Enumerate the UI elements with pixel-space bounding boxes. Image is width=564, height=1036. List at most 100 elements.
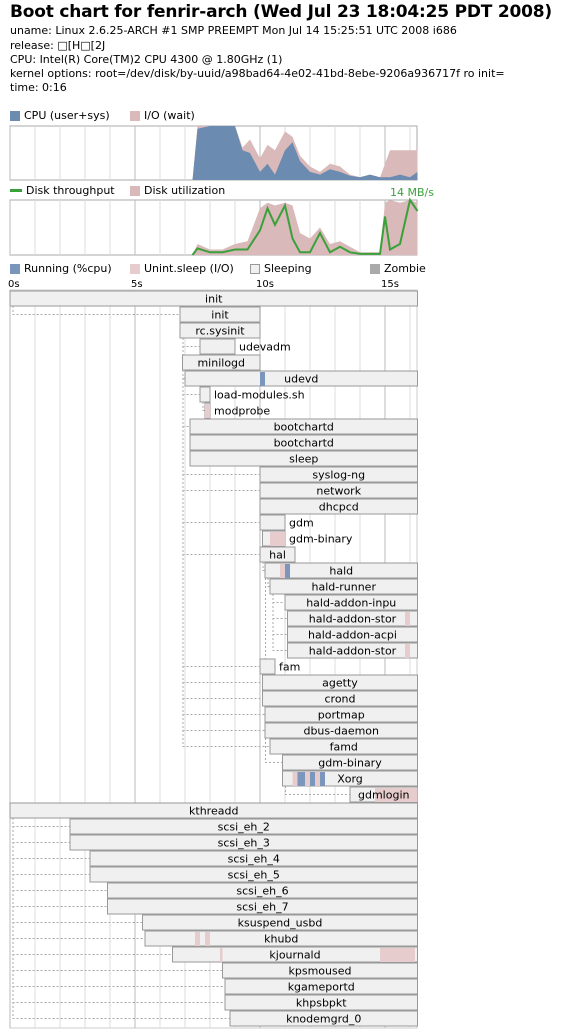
process-running-segment bbox=[320, 772, 325, 786]
process-label: hal bbox=[269, 549, 286, 562]
process-label: bootchartd bbox=[274, 437, 334, 450]
process-label: gdm-binary bbox=[289, 533, 353, 546]
process-box bbox=[179, 306, 261, 323]
throughput-swatch bbox=[10, 189, 22, 192]
process-box bbox=[262, 674, 418, 691]
throughput-peak-label: 14 MB/s bbox=[390, 186, 434, 199]
legend-running: Running (%cpu) bbox=[10, 262, 112, 275]
process-box bbox=[9, 290, 418, 307]
process-box bbox=[269, 738, 418, 755]
uname-line: uname: Linux 2.6.25-ARCH #1 SMP PREEMPT … bbox=[10, 24, 457, 37]
legend-io: I/O (wait) bbox=[130, 109, 195, 122]
process-box bbox=[224, 978, 418, 995]
process-box bbox=[144, 930, 418, 947]
disk-chart-frame bbox=[9, 199, 418, 256]
process-label: hald bbox=[329, 565, 353, 578]
process-running-segment bbox=[285, 564, 290, 578]
legend-zombie: Zombie bbox=[370, 262, 426, 275]
legend-zombie-label: Zombie bbox=[384, 262, 426, 275]
process-box bbox=[282, 754, 418, 771]
process-label: kjournald bbox=[269, 949, 320, 962]
process-box bbox=[172, 946, 418, 963]
unint-swatch bbox=[130, 263, 140, 274]
legend-running-label: Running (%cpu) bbox=[24, 262, 112, 275]
time-tick-label: 0s bbox=[8, 279, 20, 290]
process-running-segment bbox=[297, 772, 305, 786]
process-label: hald-addon-stor bbox=[309, 613, 397, 626]
process-box bbox=[287, 626, 418, 643]
process-label: scsi_eh_5 bbox=[228, 869, 280, 882]
process-unint-segment bbox=[270, 532, 285, 546]
process-label: init bbox=[205, 293, 223, 306]
process-connector bbox=[12, 818, 230, 1019]
process-label: khubd bbox=[264, 933, 298, 946]
process-box bbox=[179, 322, 261, 339]
process-box bbox=[107, 898, 418, 915]
process-label: gdm-binary bbox=[318, 757, 382, 770]
process-connector bbox=[202, 402, 205, 411]
process-box bbox=[259, 658, 276, 675]
time-line: time: 0:16 bbox=[10, 81, 67, 94]
release-line: release: □[H□[2J bbox=[10, 39, 106, 52]
process-label: kpsmoused bbox=[289, 965, 352, 978]
process-connector bbox=[267, 578, 270, 587]
process-label: hald-addon-stor bbox=[309, 645, 397, 658]
process-box bbox=[199, 386, 211, 403]
process-box bbox=[229, 1010, 418, 1027]
process-box bbox=[259, 514, 286, 531]
process-box bbox=[224, 994, 418, 1011]
process-label: knodemgrd_0 bbox=[286, 1013, 361, 1026]
process-box bbox=[284, 594, 418, 611]
process-label: scsi_eh_2 bbox=[218, 821, 270, 834]
legend-unint: Unint.sleep (I/O) bbox=[130, 262, 234, 275]
io-swatch bbox=[130, 110, 140, 121]
kernel-options-line: kernel options: root=/dev/disk/by-uuid/a… bbox=[10, 67, 505, 80]
process-box bbox=[69, 818, 418, 835]
process-unint-segment bbox=[405, 612, 410, 626]
process-connector bbox=[265, 546, 283, 763]
process-box bbox=[189, 418, 418, 435]
process-box bbox=[9, 802, 418, 819]
process-box bbox=[189, 434, 418, 451]
time-tick-label: 10s bbox=[256, 279, 274, 290]
process-label: gdm bbox=[289, 517, 314, 530]
legend-disk-utilization: Disk utilization bbox=[130, 184, 225, 197]
process-label: hald-addon-inpu bbox=[306, 597, 396, 610]
process-box bbox=[69, 834, 418, 851]
legend-throughput-label: Disk throughput bbox=[26, 184, 115, 197]
process-connector bbox=[12, 306, 180, 315]
process-box bbox=[259, 466, 418, 483]
process-box bbox=[269, 578, 418, 595]
process-label: portmap bbox=[318, 709, 365, 722]
process-label: fam bbox=[279, 661, 300, 674]
disk-utilization-area bbox=[192, 200, 418, 255]
utilization-swatch bbox=[130, 185, 140, 196]
cpu-area bbox=[192, 126, 418, 180]
process-unint-segment bbox=[315, 772, 320, 786]
legend-utilization-label: Disk utilization bbox=[144, 184, 226, 197]
process-box bbox=[189, 450, 418, 467]
process-label: sleep bbox=[289, 453, 318, 466]
process-label: agetty bbox=[322, 677, 358, 690]
process-box bbox=[287, 610, 418, 627]
process-unint-segment bbox=[205, 404, 210, 418]
process-running-segment bbox=[260, 372, 265, 386]
process-box bbox=[287, 642, 418, 659]
process-running-segment bbox=[310, 772, 315, 786]
process-label: hald-runner bbox=[312, 581, 377, 594]
time-tick-label: 15s bbox=[381, 279, 399, 290]
legend-sleeping: Sleeping bbox=[250, 262, 312, 275]
process-label: crond bbox=[324, 693, 355, 706]
process-label: hald-addon-acpi bbox=[308, 629, 397, 642]
process-label: modprobe bbox=[214, 405, 270, 418]
process-label: udevd bbox=[284, 373, 318, 386]
process-label: kthreadd bbox=[189, 805, 238, 818]
process-box bbox=[264, 706, 418, 723]
process-label: scsi_eh_4 bbox=[228, 853, 280, 866]
zombie-swatch bbox=[370, 263, 380, 274]
process-label: ksuspend_usbd bbox=[238, 917, 323, 930]
time-tick-label: 5s bbox=[131, 279, 143, 290]
cpu-line: CPU: Intel(R) Core(TM)2 CPU 4300 @ 1.80G… bbox=[10, 53, 283, 66]
disk-throughput-line bbox=[191, 197, 419, 256]
